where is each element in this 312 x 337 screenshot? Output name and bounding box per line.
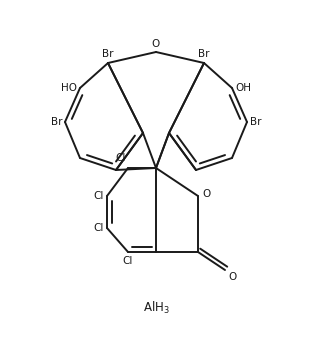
Text: Cl: Cl: [94, 223, 104, 233]
Text: O: O: [228, 272, 236, 282]
Text: Br: Br: [198, 49, 210, 59]
Text: O: O: [152, 39, 160, 49]
Text: Cl: Cl: [123, 256, 133, 266]
Text: Br: Br: [51, 117, 62, 127]
Text: AlH$_3$: AlH$_3$: [143, 300, 169, 316]
Text: Cl: Cl: [94, 191, 104, 201]
Text: O: O: [202, 189, 210, 199]
Text: OH: OH: [235, 83, 251, 93]
Text: Cl: Cl: [116, 153, 126, 163]
Text: Br: Br: [102, 49, 114, 59]
Text: Br: Br: [250, 117, 261, 127]
Text: HO: HO: [61, 83, 77, 93]
